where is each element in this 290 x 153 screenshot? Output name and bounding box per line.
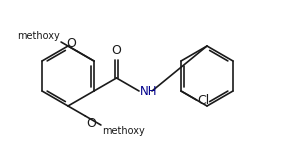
- Text: methoxy: methoxy: [17, 31, 60, 41]
- Text: O: O: [66, 37, 76, 50]
- Text: Cl: Cl: [197, 93, 210, 106]
- Text: O: O: [86, 117, 96, 130]
- Text: NH: NH: [140, 84, 157, 97]
- Text: O: O: [112, 44, 122, 57]
- Text: methoxy: methoxy: [102, 126, 145, 136]
